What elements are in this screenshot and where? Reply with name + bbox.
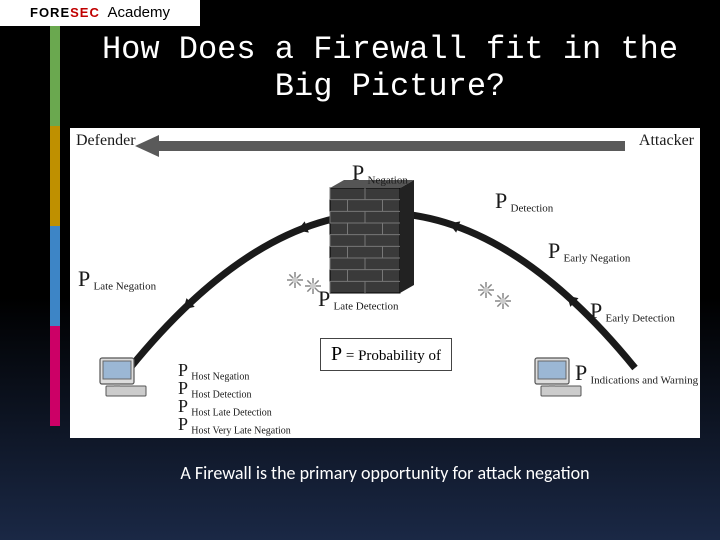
accent-seg-4 [50,326,60,426]
brand: FORESEC Academy [30,4,170,21]
p-sub: Negation [368,175,408,187]
attacker-label: Attacker [639,132,694,150]
p-letter: P [495,188,507,213]
brand-fore: FORE [30,5,70,20]
host-stack-row: P Host Very Late Negation [178,414,291,432]
accent-seg-2 [50,126,60,226]
p-indications-label: P Indications and Warning [575,360,698,387]
p-letter: P [318,286,330,311]
p-sub: Early Negation [564,253,631,265]
p-letter: P [548,238,560,263]
brand-academy: Academy [107,4,170,21]
accent-seg-3 [50,226,60,326]
p-late-negation-label: P Late Negation [78,266,156,293]
slide-title: How Does a Firewall fit in the Big Pictu… [70,32,710,106]
defender-label: Defender [76,132,136,150]
host-stack-row: P Host Detection [178,378,291,396]
p-sub: Early Detection [606,313,675,325]
brand-sec: SEC [70,5,100,20]
p-letter: P [590,298,602,323]
formula-box: P = Probability of [320,338,452,371]
p-sub: Detection [511,203,554,215]
formula-p: P [331,343,342,365]
accent-sidebar [50,26,60,426]
accent-seg-1 [50,26,60,126]
p-detection-label: P Detection [495,188,553,215]
caption: A Firewall is the primary opportunity fo… [70,462,700,484]
p-sub: Late Detection [334,301,399,313]
p-sub: Late Negation [94,281,157,293]
p-letter: P [352,160,364,185]
host-stack-row: P Host Negation [178,360,291,378]
host-stack-row: P Host Late Detection [178,396,291,414]
p-early-negation-label: P Early Negation [548,238,630,265]
host-stack: P Host NegationP Host DetectionP Host La… [178,360,291,432]
p-negation-label: P Negation [352,160,408,187]
formula-rest: = Probability of [342,348,441,364]
p-late-detection-label: P Late Detection [318,286,399,313]
p-early-detection-label: P Early Detection [590,298,675,325]
diagram: Defender Attacker P Negation P Late Dete… [70,128,700,438]
p-letter: P [575,360,587,385]
p-sub: Indications and Warning [591,375,699,387]
p-letter: P [78,266,90,291]
